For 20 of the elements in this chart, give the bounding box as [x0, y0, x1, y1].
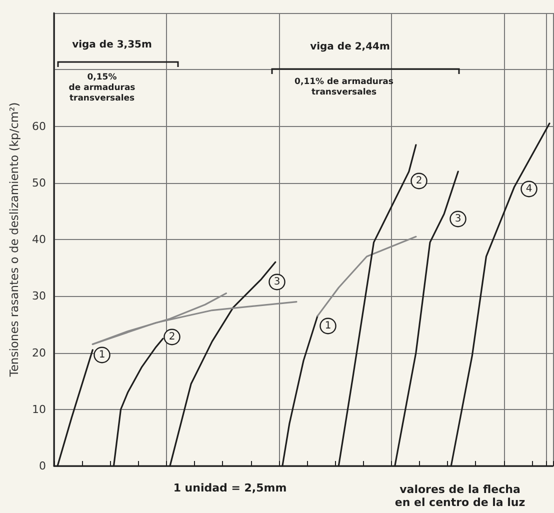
- y-axis-title: Tensiones rasantes o de deslizamiento (kp/cm²): [7, 102, 21, 378]
- annotation: viga de 2,44m: [310, 42, 390, 52]
- annotation: 0,15% de armaduras transversales: [68, 72, 136, 104]
- y-tick-label: 60: [32, 120, 46, 133]
- y-tick-label: 40: [32, 233, 46, 246]
- x-axis-title: valores de la flecha en el centro de la luz: [394, 483, 526, 509]
- y-tick-label: 0: [39, 460, 46, 472]
- annotation: 2: [168, 332, 176, 342]
- annotation: 4: [526, 184, 532, 194]
- y-tick-label: 20: [32, 346, 46, 360]
- annotation: 1: [98, 350, 106, 360]
- y-tick-label: 30: [32, 290, 46, 303]
- annotation: viga de 3,35m: [72, 40, 152, 50]
- y-tick-label: 50: [32, 176, 46, 190]
- annotation: 3: [274, 276, 280, 288]
- text: 1 unidad = 2,5mm: [173, 482, 287, 494]
- y-tick-label: 10: [32, 402, 46, 416]
- annotation: 3: [454, 214, 462, 224]
- annotation: 2: [416, 176, 422, 186]
- annotation: 1: [324, 320, 332, 332]
